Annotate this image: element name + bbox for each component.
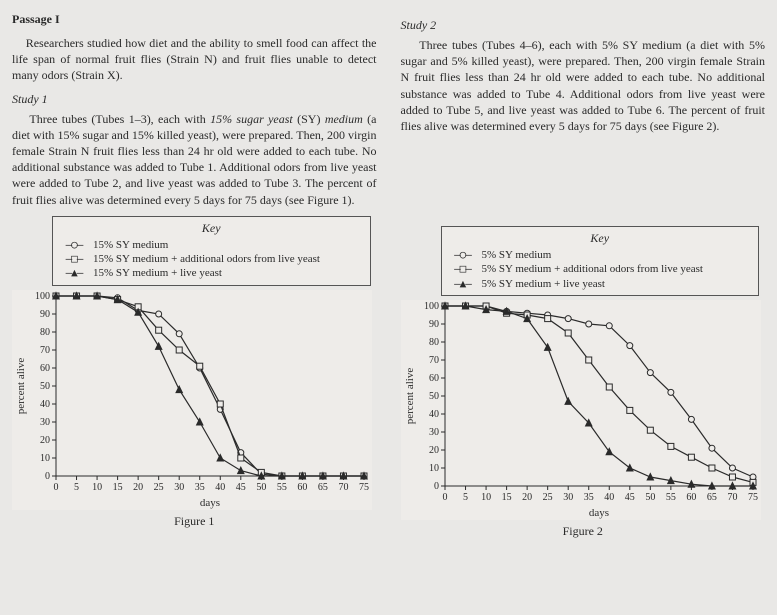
svg-text:45: 45 [236,482,246,493]
svg-text:15: 15 [113,482,123,493]
svg-text:0: 0 [54,482,59,493]
legend-symbol-triangle: —▲— [61,266,87,280]
legend-row: —□— 15% SY medium + additional odors fro… [61,252,362,266]
figure-1-chart: 0 10 20 30 40 50 60 70 80 90 100 0 5 10 15 20 25 30 35 40 45… [12,290,372,510]
figure-2-block: Key —○— 5% SY medium —□— 5% SY medium + … [401,226,766,539]
svg-text:25: 25 [154,482,164,493]
legend-label: 15% SY medium + additional odors from li… [93,252,320,266]
svg-text:55: 55 [277,482,287,493]
svg-text:20: 20 [522,492,532,503]
svg-text:30: 30 [174,482,184,493]
legend-row: —▲— 5% SY medium + live yeast [450,277,751,291]
svg-text:25: 25 [542,492,552,503]
legend-label: 5% SY medium + additional odors from liv… [482,262,703,276]
study1-text-a: Three tubes (Tubes 1–3), each with [29,112,210,126]
study1-paragraph: Three tubes (Tubes 1–3), each with 15% s… [12,111,377,208]
figure-2-key: Key —○— 5% SY medium —□— 5% SY medium + … [441,226,760,296]
legend-label: 15% SY medium [93,238,168,252]
svg-text:75: 75 [359,482,369,493]
svg-text:50: 50 [256,482,266,493]
svg-text:70: 70 [429,355,439,366]
svg-text:days: days [200,497,220,509]
svg-text:70: 70 [40,345,50,356]
svg-text:10: 10 [481,492,491,503]
svg-text:30: 30 [429,427,439,438]
figure-1-key-title: Key [61,221,362,236]
svg-text:75: 75 [748,492,758,503]
svg-text:40: 40 [40,399,50,410]
svg-text:55: 55 [665,492,675,503]
svg-text:10: 10 [40,453,50,464]
legend-row: —○— 15% SY medium [61,238,362,252]
svg-text:60: 60 [429,373,439,384]
legend-row: —▲— 15% SY medium + live yeast [61,266,362,280]
svg-text:35: 35 [583,492,593,503]
svg-text:percent alive: percent alive [404,368,416,425]
svg-text:80: 80 [429,337,439,348]
svg-text:40: 40 [215,482,225,493]
legend-row: —□— 5% SY medium + additional odors from… [450,262,751,276]
figure-1-block: Key —○— 15% SY medium —□— 15% SY medium … [12,216,377,529]
svg-text:10: 10 [92,482,102,493]
svg-text:20: 20 [133,482,143,493]
svg-text:40: 40 [429,409,439,420]
legend-symbol-circle: —○— [450,248,476,262]
figure-2-key-title: Key [450,231,751,246]
svg-text:65: 65 [318,482,328,493]
intro-text: Researchers studied how diet and the abi… [12,36,377,82]
study1-italic-2: medium [325,112,363,126]
svg-text:60: 60 [40,363,50,374]
legend-symbol-circle: —○— [61,238,87,252]
legend-symbol-square: —□— [450,262,476,276]
svg-text:90: 90 [429,319,439,330]
svg-text:100: 100 [35,291,50,302]
svg-text:50: 50 [40,381,50,392]
legend-label: 5% SY medium [482,248,552,262]
svg-text:70: 70 [727,492,737,503]
svg-text:days: days [588,507,608,519]
svg-text:80: 80 [40,327,50,338]
svg-text:30: 30 [563,492,573,503]
legend-label: 15% SY medium + live yeast [93,266,222,280]
study1-title: Study 1 [12,92,377,107]
svg-text:20: 20 [429,445,439,456]
svg-text:50: 50 [429,391,439,402]
figure-1-caption: Figure 1 [12,514,377,529]
figure-2-caption: Figure 2 [401,524,766,539]
svg-text:60: 60 [686,492,696,503]
svg-text:percent alive: percent alive [15,357,27,414]
svg-text:5: 5 [463,492,468,503]
study2-paragraph: Three tubes (Tubes 4–6), each with 5% SY… [401,37,766,134]
svg-text:90: 90 [40,309,50,320]
legend-symbol-square: —□— [61,252,87,266]
svg-text:0: 0 [434,481,439,492]
study1-text-mid: (SY) [293,112,325,126]
study2-text: Three tubes (Tubes 4–6), each with 5% SY… [401,38,766,133]
svg-text:15: 15 [501,492,511,503]
svg-text:60: 60 [297,482,307,493]
figure-1-key: Key —○— 15% SY medium —□— 15% SY medium … [52,216,371,286]
svg-text:100: 100 [424,301,439,312]
svg-text:35: 35 [195,482,205,493]
svg-text:5: 5 [74,482,79,493]
svg-text:10: 10 [429,463,439,474]
legend-label: 5% SY medium + live yeast [482,277,605,291]
svg-text:0: 0 [45,471,50,482]
svg-text:0: 0 [442,492,447,503]
legend-row: —○— 5% SY medium [450,248,751,262]
svg-text:30: 30 [40,417,50,428]
legend-symbol-triangle: —▲— [450,277,476,291]
svg-text:45: 45 [624,492,634,503]
study1-italic-1: 15% sugar yeast [210,112,293,126]
intro-paragraph: Researchers studied how diet and the abi… [12,35,377,84]
study2-title: Study 2 [401,18,766,33]
passage-title: Passage I [12,12,377,27]
figure-2-chart: 0 10 20 30 40 50 60 70 80 90 100 0 5 10 15 20 25 30 35 40 45… [401,300,761,520]
svg-text:40: 40 [604,492,614,503]
svg-text:50: 50 [645,492,655,503]
svg-text:20: 20 [40,435,50,446]
svg-text:65: 65 [706,492,716,503]
svg-text:70: 70 [338,482,348,493]
